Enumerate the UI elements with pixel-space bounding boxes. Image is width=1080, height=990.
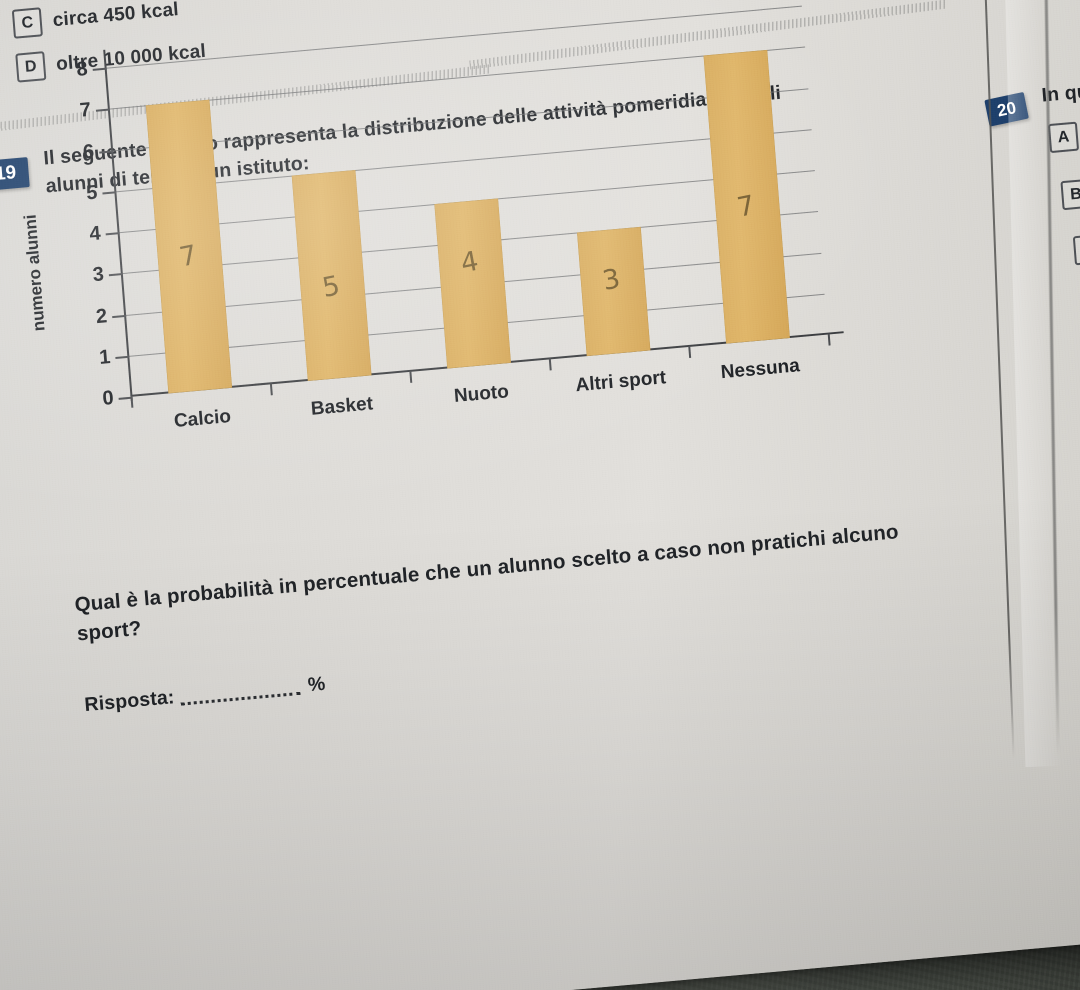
gridline bbox=[104, 5, 802, 69]
y-axis-tick-label: 4 bbox=[88, 222, 102, 246]
y-axis-tick-label: 3 bbox=[91, 263, 105, 287]
answer-input-line[interactable] bbox=[180, 691, 301, 706]
y-axis-tick-label: 7 bbox=[78, 99, 92, 122]
y-axis-tick-label: 2 bbox=[95, 304, 108, 328]
option-letter-box: C bbox=[11, 7, 43, 39]
y-axis-tick-label: 8 bbox=[75, 57, 89, 81]
x-axis-category-label: Nuoto bbox=[453, 381, 510, 408]
gridline bbox=[107, 46, 806, 110]
prev-option-c[interactable]: C circa 450 kcal bbox=[11, 0, 180, 39]
next-option-c[interactable] bbox=[1072, 233, 1080, 266]
y-axis-tick-label: 5 bbox=[85, 181, 99, 205]
x-axis-tick bbox=[269, 383, 273, 396]
x-axis-category-label: Basket bbox=[310, 393, 374, 420]
next-option-b[interactable]: B bbox=[1060, 178, 1080, 211]
bar bbox=[145, 99, 233, 394]
x-axis-tick bbox=[548, 358, 552, 371]
answer-label: Risposta: bbox=[83, 686, 176, 717]
answer-row[interactable]: Risposta:% bbox=[84, 671, 327, 720]
option-label: circa 450 kcal bbox=[51, 0, 180, 31]
y-axis-tick-label: 1 bbox=[98, 345, 112, 369]
option-letter-box: B bbox=[1060, 178, 1080, 211]
question-number-badge: 19 bbox=[0, 157, 30, 192]
gridline bbox=[114, 128, 812, 193]
option-letter-box: A bbox=[1047, 121, 1080, 154]
x-axis-category-label: Altri sport bbox=[574, 367, 667, 397]
bar bbox=[703, 50, 791, 344]
answer-unit: % bbox=[307, 672, 327, 697]
bar bbox=[434, 198, 512, 369]
y-axis-title: numero alunni bbox=[20, 213, 49, 333]
x-axis-tick bbox=[827, 333, 831, 346]
bar bbox=[576, 227, 651, 357]
y-axis-tick-label: 6 bbox=[82, 140, 95, 164]
x-axis-category-label: Nessuna bbox=[719, 355, 801, 384]
bar bbox=[291, 169, 372, 382]
option-letter-box bbox=[1072, 233, 1080, 266]
y-axis-tick-label: 0 bbox=[101, 386, 115, 410]
x-axis-category-label: Calcio bbox=[173, 406, 232, 433]
x-axis-tick bbox=[688, 345, 692, 359]
gridlines: 0 1 2 3 4 5 6 7 8 bbox=[76, 5, 825, 410]
next-option-a[interactable]: A bbox=[1047, 121, 1080, 154]
question-prompt: Qual è la probabilità in percentuale che… bbox=[73, 520, 900, 646]
x-axis-tick bbox=[409, 370, 413, 383]
gridline bbox=[111, 87, 809, 152]
